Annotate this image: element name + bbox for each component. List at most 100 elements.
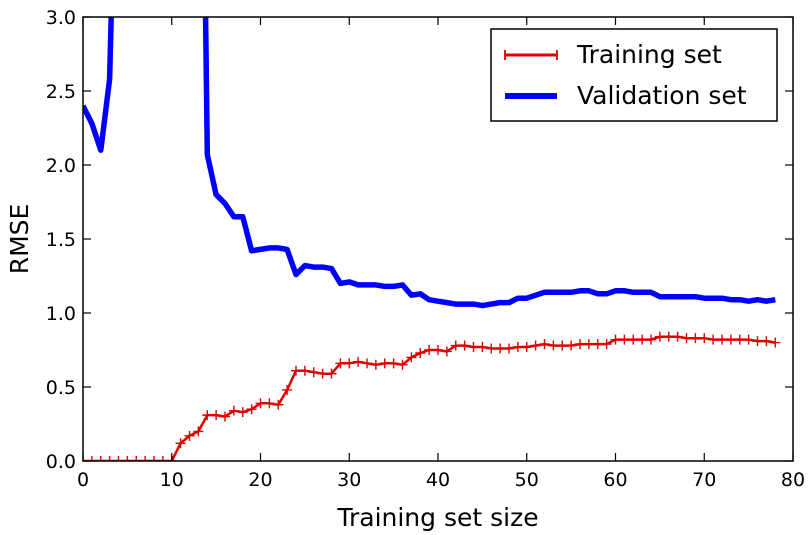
training-set-point xyxy=(477,342,488,353)
training-set-point xyxy=(335,358,346,369)
training-set-point xyxy=(317,368,328,379)
x-tick-label: 20 xyxy=(248,469,272,491)
x-tick-label: 80 xyxy=(781,469,805,491)
training-set-point xyxy=(486,343,497,354)
training-set-point xyxy=(512,342,523,353)
legend-box xyxy=(490,28,778,122)
training-set-point xyxy=(450,340,461,351)
training-set-point xyxy=(397,359,408,370)
training-set-point xyxy=(539,339,550,350)
x-tick-label: 30 xyxy=(337,469,361,491)
training-set-point xyxy=(708,334,719,345)
legend-label-validation: Validation set xyxy=(577,81,747,110)
training-set-point xyxy=(770,337,781,348)
training-set-point xyxy=(459,340,470,351)
training-set-point xyxy=(637,334,648,345)
training-set-point xyxy=(291,365,301,376)
training-set-point xyxy=(299,365,310,376)
training-set-point xyxy=(175,438,186,449)
training-set-point xyxy=(433,345,443,355)
legend: Training set Validation set xyxy=(490,28,778,122)
training-set-point xyxy=(575,339,585,350)
training-set-point xyxy=(202,410,213,421)
legend-label-training: Training set xyxy=(576,40,722,69)
training-set-point xyxy=(504,343,514,354)
training-set-point xyxy=(592,339,603,350)
training-set-point xyxy=(362,358,372,369)
training-set-point xyxy=(379,358,390,369)
training-set-point xyxy=(601,339,612,350)
x-tick-label: 70 xyxy=(692,469,716,491)
training-set-point xyxy=(681,333,692,344)
training-set-point xyxy=(220,411,230,422)
training-set-line xyxy=(83,335,776,461)
training-set-point xyxy=(495,343,506,354)
training-set-point xyxy=(415,347,426,358)
training-set-point xyxy=(370,359,381,370)
training-set-point xyxy=(308,367,319,378)
training-set-point xyxy=(388,358,399,369)
training-set-point xyxy=(752,336,763,347)
training-set-point xyxy=(761,336,772,347)
training-set-point xyxy=(184,430,195,441)
training-set-point xyxy=(273,399,284,410)
training-set-point xyxy=(734,334,745,345)
training-set-point xyxy=(113,456,124,461)
training-set-point xyxy=(610,334,621,345)
x-tick-label: 40 xyxy=(426,469,450,491)
training-set-point xyxy=(149,456,159,461)
training-set-point xyxy=(140,456,151,461)
training-set-point xyxy=(353,356,364,367)
training-set-point xyxy=(344,358,355,369)
training-set-point xyxy=(424,345,435,355)
training-set-point xyxy=(468,342,479,353)
training-set-point xyxy=(654,331,665,342)
y-tick-label: 3.0 xyxy=(46,7,76,29)
y-tick-label: 1.5 xyxy=(46,229,76,251)
y-tick-label: 1.0 xyxy=(46,303,76,325)
training-set-point xyxy=(548,340,559,351)
y-axis-label: RMSE xyxy=(5,204,34,275)
training-set-point xyxy=(193,426,204,437)
training-set-point xyxy=(663,331,674,342)
y-axis: 0.0 0.5 1.0 1.5 2.0 2.5 3.0 xyxy=(46,7,793,473)
training-set-point xyxy=(406,352,417,363)
training-set-point xyxy=(211,410,222,421)
training-set-point xyxy=(690,333,701,344)
training-set-point xyxy=(157,456,168,461)
x-tick-label: 50 xyxy=(515,469,539,491)
legend-marker-training xyxy=(504,50,558,60)
y-tick-label: 2.0 xyxy=(46,155,76,177)
training-set-point xyxy=(228,405,239,416)
validation-set-line xyxy=(83,17,776,309)
training-set-point xyxy=(717,334,727,345)
training-set-point xyxy=(255,398,266,409)
x-tick-label: 0 xyxy=(77,469,89,491)
training-set-point xyxy=(282,384,293,395)
training-set-point xyxy=(237,407,248,418)
training-set-point xyxy=(557,340,568,351)
training-set-point xyxy=(725,334,736,345)
training-set-point xyxy=(326,368,337,379)
training-set-point xyxy=(104,456,115,461)
training-set-point xyxy=(566,340,577,351)
y-tick-label: 0.5 xyxy=(46,377,76,399)
x-axis-label: Training set size xyxy=(336,503,538,532)
x-tick-label: 10 xyxy=(160,469,184,491)
y-tick-label: 0.0 xyxy=(46,451,76,473)
training-set-point xyxy=(95,456,106,461)
x-tick-label: 60 xyxy=(603,469,627,491)
training-set-point xyxy=(246,404,257,415)
training-set-point xyxy=(619,334,630,345)
training-set-point xyxy=(122,456,133,461)
training-set-point xyxy=(131,456,142,461)
training-set-point xyxy=(628,334,639,345)
training-set-point xyxy=(86,456,97,461)
x-axis: 0 10 20 30 40 50 60 70 80 xyxy=(77,17,805,491)
training-set-point xyxy=(743,334,754,345)
training-set-point xyxy=(672,331,683,342)
training-set-point xyxy=(264,398,275,409)
training-set-point xyxy=(530,340,541,351)
training-set-point xyxy=(521,342,532,353)
